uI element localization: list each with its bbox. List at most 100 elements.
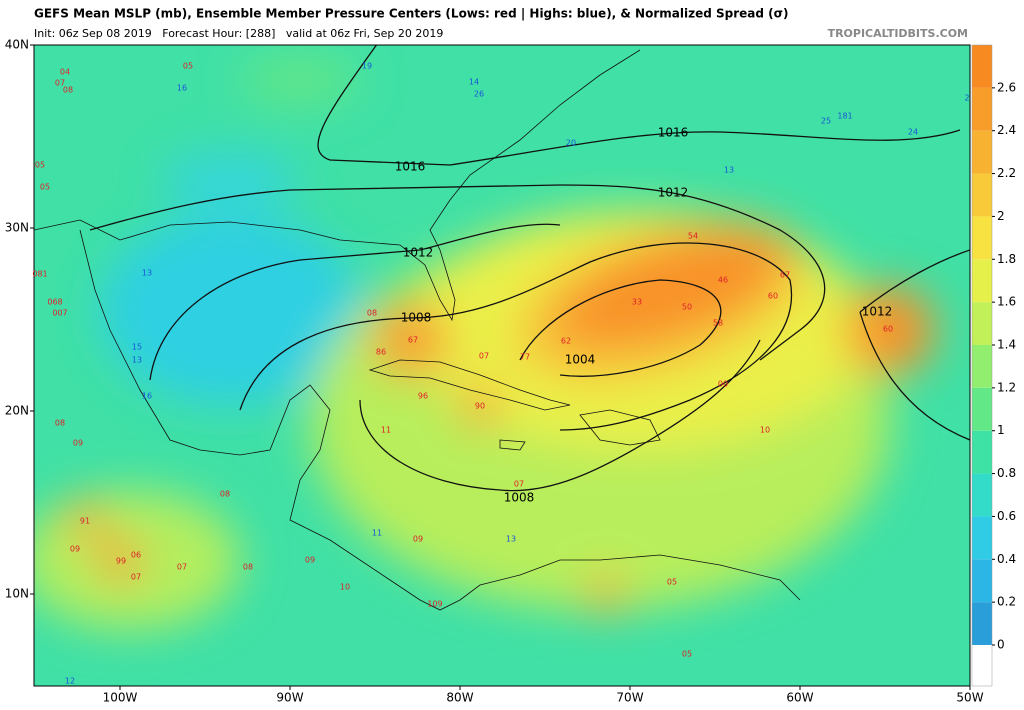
low-center: 081 xyxy=(32,270,47,279)
colorbar-segment xyxy=(972,473,992,517)
title: GEFS Mean MSLP (mb), Ensemble Member Pre… xyxy=(34,7,788,21)
low-center: 91 xyxy=(80,517,90,526)
low-center: 50 xyxy=(682,303,692,312)
colorbar-label: 0.2 xyxy=(997,595,1016,609)
low-center: 04 xyxy=(60,68,70,77)
colorbar-segment xyxy=(972,559,992,603)
colorbar-label: 0.4 xyxy=(997,552,1016,566)
low-center: 07 xyxy=(514,480,524,489)
low-center: 08 xyxy=(220,490,230,499)
colorbar-label: 0.6 xyxy=(997,509,1016,523)
high-center: 11 xyxy=(372,529,382,538)
low-center: 05 xyxy=(40,183,50,192)
low-center: 00 xyxy=(718,380,728,389)
low-center: 86 xyxy=(376,348,386,357)
low-center: 007 xyxy=(52,309,67,318)
colorbar-label: 2 xyxy=(997,209,1005,223)
site-credit: TROPICALTIDBITS.COM xyxy=(828,27,968,40)
high-center: 12 xyxy=(65,677,75,686)
colorbar-label: 1.8 xyxy=(997,252,1016,266)
contour-label: 1008 xyxy=(401,311,432,325)
high-center: 13 xyxy=(132,356,142,365)
high-center: 24 xyxy=(908,128,918,137)
lon-label: 70W xyxy=(616,691,643,705)
low-center: 07 xyxy=(177,563,187,572)
low-center: 77 xyxy=(520,353,530,362)
high-center: 13 xyxy=(506,535,516,544)
low-center: 60 xyxy=(883,325,893,334)
colorbar-segment xyxy=(972,345,992,388)
colorbar-label: 2.4 xyxy=(997,123,1016,137)
colorbar-segment xyxy=(972,302,992,345)
high-center: 181 xyxy=(837,112,852,121)
low-center: 08 xyxy=(63,86,73,95)
low-center: 05 xyxy=(183,62,193,71)
isobars xyxy=(89,45,970,492)
high-center: 20 xyxy=(566,139,576,148)
colorbar-label: 1 xyxy=(997,423,1005,437)
colorbar-label: 2.2 xyxy=(997,166,1016,180)
low-center: 90 xyxy=(475,402,485,411)
contour-label: 1016 xyxy=(395,160,426,174)
coastlines xyxy=(34,49,801,611)
colorbar-segment xyxy=(972,216,992,260)
colorbar-segment xyxy=(972,173,992,217)
low-center: 09 xyxy=(70,545,80,554)
lat-label: 30N xyxy=(5,221,29,235)
colorbar-segment xyxy=(972,430,992,474)
lon-label: 80W xyxy=(446,691,473,705)
low-center: 08 xyxy=(55,419,65,428)
colorbar-segment xyxy=(972,45,992,88)
high-center: 26 xyxy=(474,90,484,99)
lon-label: 100W xyxy=(103,691,138,705)
lon-label: 90W xyxy=(276,691,303,705)
colorbar-label: 2.6 xyxy=(997,80,1016,94)
colorbar-segment xyxy=(972,87,992,131)
low-center: 96 xyxy=(418,392,428,401)
low-center: 60 xyxy=(768,292,778,301)
low-center: 54 xyxy=(688,232,698,241)
colorbar-frame xyxy=(971,44,993,687)
colorbar-label: 1.6 xyxy=(997,295,1016,309)
low-center: 10 xyxy=(340,583,350,592)
low-center: 09 xyxy=(413,535,423,544)
colorbar-label: 0.8 xyxy=(997,466,1016,480)
colorbar-label: 1.4 xyxy=(997,338,1016,352)
map-frame xyxy=(33,44,971,687)
colorbar-segment xyxy=(972,387,992,431)
high-center: 14 xyxy=(469,78,479,87)
low-center: 08 xyxy=(243,563,253,572)
colorbar-segment xyxy=(972,130,992,174)
low-center: 07 xyxy=(131,573,141,582)
lat-label: 10N xyxy=(5,587,29,601)
high-center: 13 xyxy=(724,166,734,175)
colorbar-segment xyxy=(972,602,992,645)
contour-label: 1012 xyxy=(862,305,893,319)
high-center: 15 xyxy=(132,343,142,352)
low-center: 07 xyxy=(479,352,489,361)
lon-label: 50W xyxy=(956,691,983,705)
spread-field xyxy=(34,55,935,630)
contour-label: 1004 xyxy=(565,353,596,367)
contour-label: 1012 xyxy=(403,246,434,260)
colorbar-label: 1.2 xyxy=(997,380,1016,394)
low-center: 109 xyxy=(427,600,442,609)
lat-label: 40N xyxy=(5,38,29,52)
contour-label: 1008 xyxy=(504,491,535,505)
low-center: 62 xyxy=(561,337,571,346)
high-center: 16 xyxy=(177,84,187,93)
low-center: 10 xyxy=(760,426,770,435)
high-center: 25 xyxy=(821,117,831,126)
low-center: 07 xyxy=(55,79,65,88)
low-center: 33 xyxy=(632,298,642,307)
colorbar-label: 0 xyxy=(997,638,1005,652)
low-center: 11 xyxy=(381,426,391,435)
low-center: 09 xyxy=(73,439,83,448)
lon-label: 60W xyxy=(786,691,813,705)
high-center: 19 xyxy=(362,62,372,71)
low-center: 67 xyxy=(780,271,790,280)
lat-label: 20N xyxy=(5,404,29,418)
subtitle: Init: 06z Sep 08 2019 Forecast Hour: [28… xyxy=(34,27,443,40)
